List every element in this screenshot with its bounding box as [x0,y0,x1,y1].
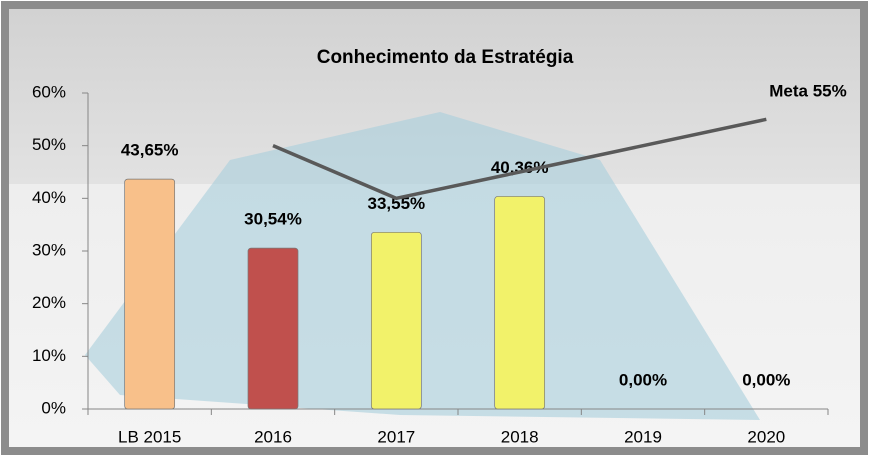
x-tick-label: 2018 [501,427,539,446]
value-label: 0,00% [742,370,790,389]
y-tick-label: 60% [32,82,66,101]
y-tick-label: 50% [32,135,66,154]
x-tick-label: 2017 [377,427,415,446]
bar [494,196,546,410]
x-tick-label: 2020 [747,427,785,446]
y-tick-label: 0% [41,398,66,417]
x-tick-label: 2019 [624,427,662,446]
y-tick-label: 40% [32,188,66,207]
value-label: 30,54% [244,210,302,229]
y-tick-label: 10% [32,346,66,365]
x-tick-label: LB 2015 [118,427,181,446]
meta-line [272,117,767,201]
value-label: 40,36% [491,158,549,177]
chart-title: Conhecimento da Estratégia [317,47,574,68]
bar [370,231,422,410]
y-tick-label: 20% [32,293,66,312]
value-label: 33,55% [367,194,425,213]
value-label: 43,65% [121,141,179,160]
bar [247,247,299,410]
value-label: 0,00% [619,370,667,389]
bar [124,178,176,410]
annotation: Meta 55% [769,81,846,100]
y-tick-label: 30% [32,240,66,259]
x-tick-label: 2016 [254,427,292,446]
